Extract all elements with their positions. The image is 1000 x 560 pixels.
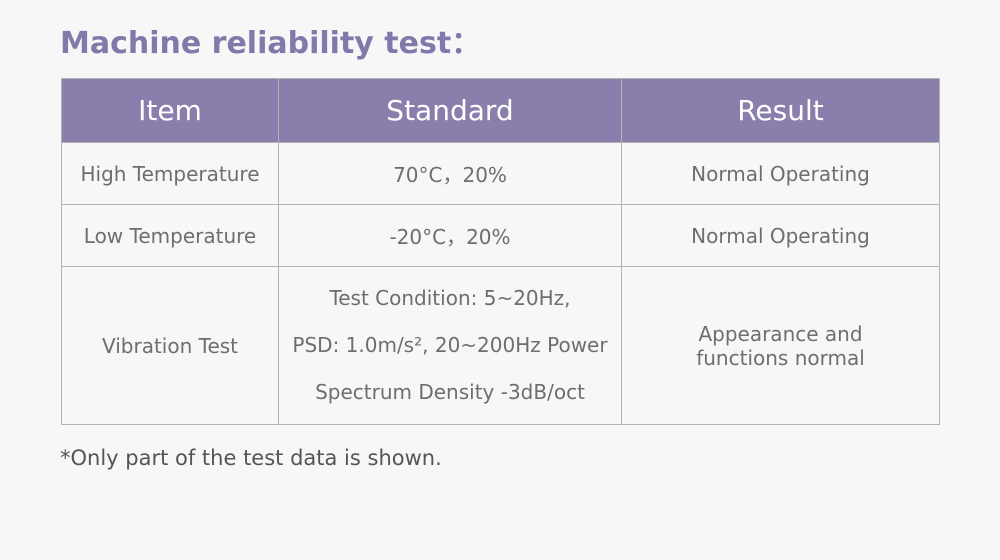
cell-standard-vibration-test: Test Condition: 5~20Hz, PSD: 1.0m/s², 20…: [278, 266, 622, 425]
cell-item-high-temperature: High Temperature: [61, 142, 279, 205]
standard-line: -20°C，20%: [389, 225, 511, 249]
page-title: Machine reliability test：: [60, 26, 482, 61]
column-header-item: Item: [61, 78, 279, 143]
table-row: Low Temperature -20°C，20% Normal Operati…: [61, 204, 940, 267]
result-line: Normal Operating: [691, 161, 870, 186]
result-line: Appearance and: [698, 321, 863, 346]
standard-line: PSD: 1.0m/s², 20~200Hz Power: [292, 333, 608, 357]
standard-line: Test Condition: 5~20Hz,: [329, 286, 571, 310]
table-row: Vibration Test Test Condition: 5~20Hz, P…: [61, 266, 940, 425]
cell-standard-low-temperature: -20°C，20%: [278, 204, 622, 267]
column-header-standard: Standard: [278, 78, 622, 143]
table-row: High Temperature 70°C，20% Normal Operati…: [61, 142, 940, 205]
cell-item-vibration-test: Vibration Test: [61, 266, 279, 425]
cell-result-vibration-test: Appearance and functions normal: [621, 266, 940, 425]
cell-standard-high-temperature: 70°C，20%: [278, 142, 622, 205]
column-header-result: Result: [621, 78, 940, 143]
footnote: *Only part of the test data is shown.: [60, 446, 442, 470]
standard-line: Spectrum Density -3dB/oct: [315, 380, 585, 404]
standard-line: 70°C，20%: [393, 163, 507, 187]
table-header-row: Item Standard Result: [61, 78, 940, 143]
reliability-test-table: Item Standard Result High Temperature 70…: [61, 78, 940, 425]
cell-result-low-temperature: Normal Operating: [621, 204, 940, 267]
cell-item-low-temperature: Low Temperature: [61, 204, 279, 267]
cell-result-high-temperature: Normal Operating: [621, 142, 940, 205]
result-line: Normal Operating: [691, 223, 870, 248]
result-line: functions normal: [696, 345, 865, 370]
